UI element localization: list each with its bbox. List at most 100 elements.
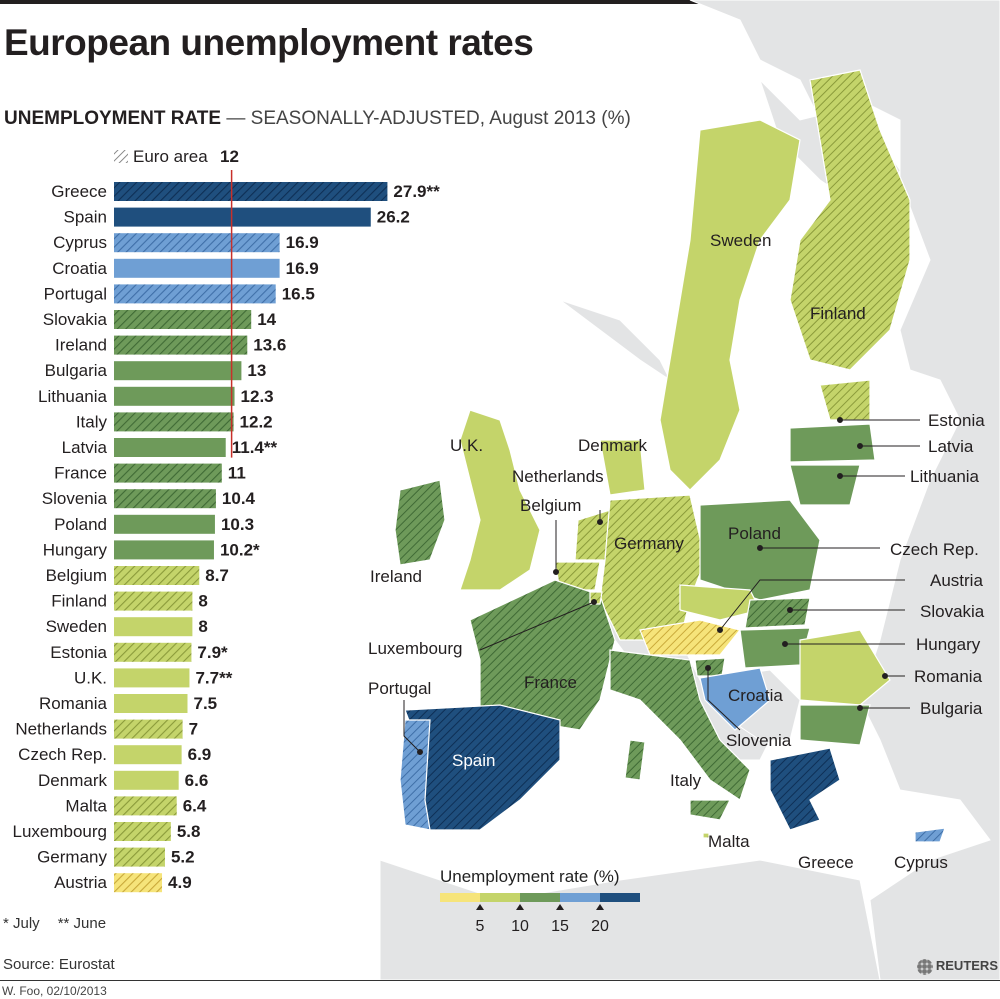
legend-swatch-1	[480, 893, 520, 902]
category-label-poland: Poland	[54, 515, 107, 534]
category-label-spain: Spain	[64, 208, 107, 227]
bar-sweden	[114, 617, 193, 637]
bar-france	[114, 463, 222, 483]
map-ireland	[394, 479, 446, 566]
map-bulgaria	[799, 704, 871, 746]
map-sardinia	[624, 739, 646, 781]
category-label-malta: Malta	[65, 796, 107, 815]
bar-bulgaria	[114, 361, 242, 381]
legend-swatch-2	[520, 893, 560, 902]
category-label-greece: Greece	[51, 182, 107, 201]
map-italy	[609, 649, 751, 801]
map-romania	[799, 629, 891, 706]
value-label-hungary: 10.2*	[220, 540, 260, 559]
value-label-slovenia: 10.4	[222, 489, 256, 508]
value-label-ireland: 13.6	[253, 336, 286, 355]
subtitle-rest: — SEASONALLY-ADJUSTED, August 2013 (%)	[221, 108, 631, 129]
footnotes: * July ** June	[3, 915, 124, 932]
bottom-rule	[0, 980, 1000, 981]
reuters-logo: REUTERS	[916, 958, 998, 975]
value-label-greece: 27.9**	[393, 182, 440, 201]
bar-denmark	[114, 770, 179, 790]
map-sicily	[689, 799, 731, 821]
bar-finland	[114, 591, 193, 611]
bar-slovakia	[114, 310, 252, 329]
category-label-france: France	[54, 464, 107, 483]
bar-malta	[114, 796, 177, 816]
map-netherlands	[574, 509, 611, 561]
map-slovakia	[744, 597, 811, 629]
category-label-italy: Italy	[76, 412, 108, 431]
category-label-finland: Finland	[51, 592, 107, 611]
map-finland	[789, 69, 911, 371]
value-label-austria: 4.9	[168, 873, 192, 892]
value-label-finland: 8	[198, 592, 207, 611]
category-label-portugal: Portugal	[44, 284, 107, 303]
legend-tick-5: 5	[476, 918, 485, 935]
legend-marker-1	[476, 904, 484, 910]
map-germany	[599, 494, 706, 641]
top-rule	[0, 0, 1000, 4]
category-label-romania: Romania	[39, 694, 108, 713]
legend-swatch-3	[560, 893, 600, 902]
label-lithuania: Lithuania	[910, 467, 980, 486]
label-hungary: Hungary	[916, 635, 981, 654]
map-uk	[459, 409, 541, 591]
legend-swatch-4	[600, 893, 640, 902]
category-label-u-k: U.K.	[74, 668, 107, 687]
label-cyprus: Cyprus	[894, 853, 948, 872]
bar-germany	[114, 847, 165, 867]
bar-spain	[114, 207, 371, 227]
bar-netherlands	[114, 719, 183, 739]
value-label-lithuania: 12.3	[241, 387, 274, 406]
map-croatia	[699, 667, 771, 731]
category-label-latvia: Latvia	[62, 438, 108, 457]
reuters-wordmark: REUTERS	[935, 958, 998, 973]
map-austria	[639, 619, 742, 656]
bar-chart: Euro area 12 Greece 27.9** Spain 26.2 Cyprus 16…	[12, 147, 440, 893]
value-label-romania: 7.5	[194, 694, 218, 713]
map-denmark	[599, 439, 646, 496]
category-label-czech-rep: Czech Rep.	[18, 745, 107, 764]
value-label-poland: 10.3	[221, 515, 254, 534]
value-label-luxembourg: 5.8	[177, 822, 201, 841]
label-slovenia: Slovenia	[726, 731, 792, 750]
category-label-sweden: Sweden	[46, 617, 107, 636]
value-label-germany: 5.2	[171, 848, 195, 867]
category-label-belgium: Belgium	[46, 566, 107, 585]
label-germany: Germany	[614, 534, 684, 553]
legend-scale: 5 10 15 20	[440, 893, 640, 935]
legend-marker-2	[516, 904, 524, 910]
europe-map: Sweden Finland U.K. Denmark Netherlands …	[368, 0, 1000, 980]
label-malta: Malta	[708, 832, 750, 851]
value-label-netherlands: 7	[189, 720, 198, 739]
bar-u-k	[114, 668, 190, 688]
value-label-spain: 26.2	[377, 208, 410, 227]
leader-lines	[403, 417, 920, 755]
legend-marker-3	[556, 904, 564, 910]
map-greece	[769, 747, 841, 831]
label-czech: Czech Rep.	[890, 540, 979, 559]
map-latvia	[789, 423, 876, 463]
category-label-croatia: Croatia	[52, 259, 107, 278]
bar-belgium	[114, 566, 200, 585]
label-belgium: Belgium	[520, 496, 581, 515]
category-label-germany: Germany	[37, 848, 107, 867]
map-legend: Unemployment rate (%) 5 10 15 20	[440, 867, 640, 942]
legend-title: Unemployment rate (%)	[440, 867, 620, 886]
category-label-slovakia: Slovakia	[43, 310, 108, 329]
bar-lithuania	[114, 386, 235, 406]
page-title: European unemployment rates	[4, 22, 534, 63]
bar-austria	[114, 873, 163, 893]
value-label-estonia: 7.9*	[197, 643, 228, 662]
map-lithuania	[789, 464, 861, 506]
value-label-malta: 6.4	[183, 796, 207, 815]
value-label-france: 11	[228, 464, 246, 483]
map-labels: Sweden Finland U.K. Denmark Netherlands …	[368, 231, 985, 872]
map-czech	[679, 584, 761, 621]
label-denmark: Denmark	[578, 436, 647, 455]
eu-countries	[394, 69, 946, 843]
subtitle-bold: UNEMPLOYMENT RATE	[4, 108, 222, 129]
legend-tick-15: 15	[551, 918, 569, 935]
bar-ireland	[114, 335, 248, 355]
